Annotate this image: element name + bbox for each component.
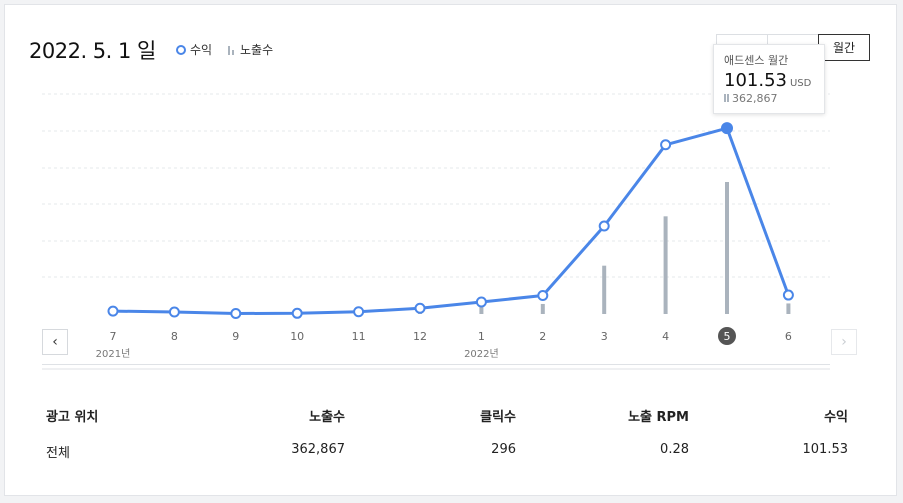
- x-tick-label-7: 7: [110, 330, 117, 343]
- impressions-bar-4: [663, 216, 668, 314]
- tooltip-unit: USD: [789, 78, 812, 89]
- tooltip-value: 101.53: [724, 70, 787, 91]
- chart-grid: [42, 93, 830, 370]
- revenue-point-4: [660, 139, 672, 151]
- x-tick-label-12: 12: [413, 330, 427, 343]
- col-ad-location: 광고 위치: [46, 410, 99, 425]
- page-title: 2022. 5. 1 일: [29, 39, 156, 63]
- year-label-6: 2022년: [464, 348, 499, 360]
- legend-impressions: 노출수: [228, 41, 273, 58]
- bar-marker-icon: [724, 94, 729, 102]
- revenue-point-5: [721, 122, 733, 135]
- bar-marker-icon: [228, 45, 236, 55]
- revenue-point-7: [107, 305, 119, 317]
- cell-impressions: 362,867: [291, 442, 345, 457]
- col-revenue: 수익: [824, 410, 848, 425]
- revenue-point-10: [291, 307, 303, 319]
- selected-month-marker: [718, 327, 736, 345]
- revenue-point-9: [230, 307, 242, 319]
- x-tick-label-6: 6: [785, 330, 792, 343]
- revenue-points: [107, 122, 794, 319]
- cell-revenue: 101.53: [802, 442, 849, 457]
- cell-rpm: 0.28: [660, 442, 689, 457]
- revenue-point-1: [475, 296, 487, 308]
- x-tick-label-10: 10: [290, 330, 304, 343]
- revenue-point-2: [537, 289, 549, 301]
- x-tick-label-1: 1: [478, 330, 485, 343]
- revenue-point-11: [353, 306, 365, 318]
- revenue-point-8: [168, 306, 180, 318]
- legend-revenue-label: 수익: [190, 43, 213, 57]
- legend-impressions-label: 노출수: [240, 43, 274, 57]
- revenue-point-6: [782, 289, 794, 301]
- x-tick-label-8: 8: [171, 330, 178, 343]
- impressions-bar-3: [602, 265, 607, 314]
- x-tick-label-11: 11: [352, 330, 366, 343]
- impressions-bar-5: [725, 182, 729, 314]
- circle-marker-icon: [176, 44, 186, 55]
- col-impressions: 노출수: [309, 410, 345, 425]
- divider: [42, 364, 830, 365]
- col-rpm: 노출 RPM: [628, 410, 689, 425]
- year-label-0: 2021년: [96, 348, 131, 360]
- x-tick-label-9: 9: [232, 330, 239, 343]
- tooltip-impressions: 362,867: [732, 92, 778, 105]
- cell-clicks: 296: [491, 442, 516, 457]
- impressions-bars: [418, 182, 791, 314]
- segment-button-monthly[interactable]: 월간: [818, 34, 870, 61]
- x-tick-label-2: 2: [539, 330, 546, 343]
- x-tick-label-5: 5: [724, 330, 731, 343]
- tooltip: 애드센스 월간 101.53 USD 362,867: [713, 44, 825, 114]
- legend-revenue: 수익: [176, 41, 212, 58]
- revenue-point-3: [598, 220, 610, 232]
- impressions-bar-6: [786, 303, 791, 314]
- revenue-point-12: [414, 302, 426, 314]
- x-tick-label-3: 3: [601, 330, 608, 343]
- prev-button[interactable]: ‹: [42, 329, 68, 355]
- cell-location: 전체: [46, 446, 70, 461]
- col-clicks: 클릭수: [480, 410, 516, 425]
- impressions-bar-2: [540, 303, 545, 314]
- tooltip-heading: 애드센스 월간: [724, 54, 789, 67]
- revenue-line: [112, 126, 790, 315]
- impressions-bar-1: [479, 302, 484, 314]
- x-tick-label-4: 4: [662, 330, 669, 343]
- next-button[interactable]: ›: [831, 329, 857, 355]
